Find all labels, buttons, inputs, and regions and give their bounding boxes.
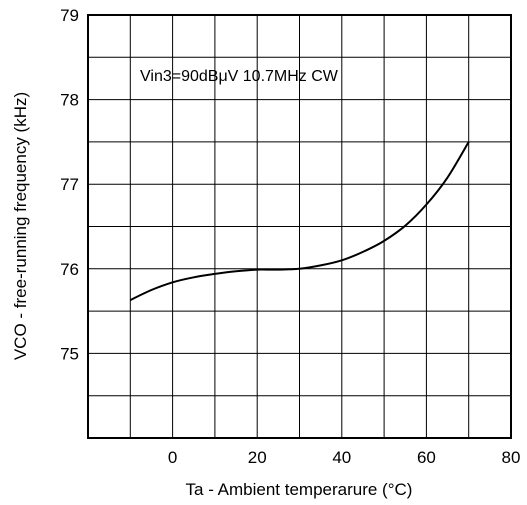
y-tick-label: 78 xyxy=(60,91,79,110)
y-tick-label: 77 xyxy=(60,175,79,194)
x-tick-label: 60 xyxy=(417,448,436,467)
x-axis-label: Ta - Ambient temperarure (°C) xyxy=(186,480,413,499)
y-axis-label: VCO - free-running frequency (kHz) xyxy=(11,92,30,360)
y-tick-label: 79 xyxy=(60,6,79,25)
x-tick-label: 20 xyxy=(248,448,267,467)
y-tick-label: 75 xyxy=(60,344,79,363)
x-tick-label: 40 xyxy=(332,448,351,467)
x-tick-label: 80 xyxy=(502,448,521,467)
data-line xyxy=(129,141,470,301)
x-tick-label: 0 xyxy=(168,448,177,467)
plot-frame xyxy=(87,14,512,439)
y-tick-label: 76 xyxy=(60,260,79,279)
chart-annotation: Vin3=90dBμV 10.7MHz CW xyxy=(140,68,339,85)
x-tick-labels: 0 20 40 60 80 xyxy=(168,448,521,467)
y-tick-labels: 75 76 77 78 79 xyxy=(60,6,79,363)
